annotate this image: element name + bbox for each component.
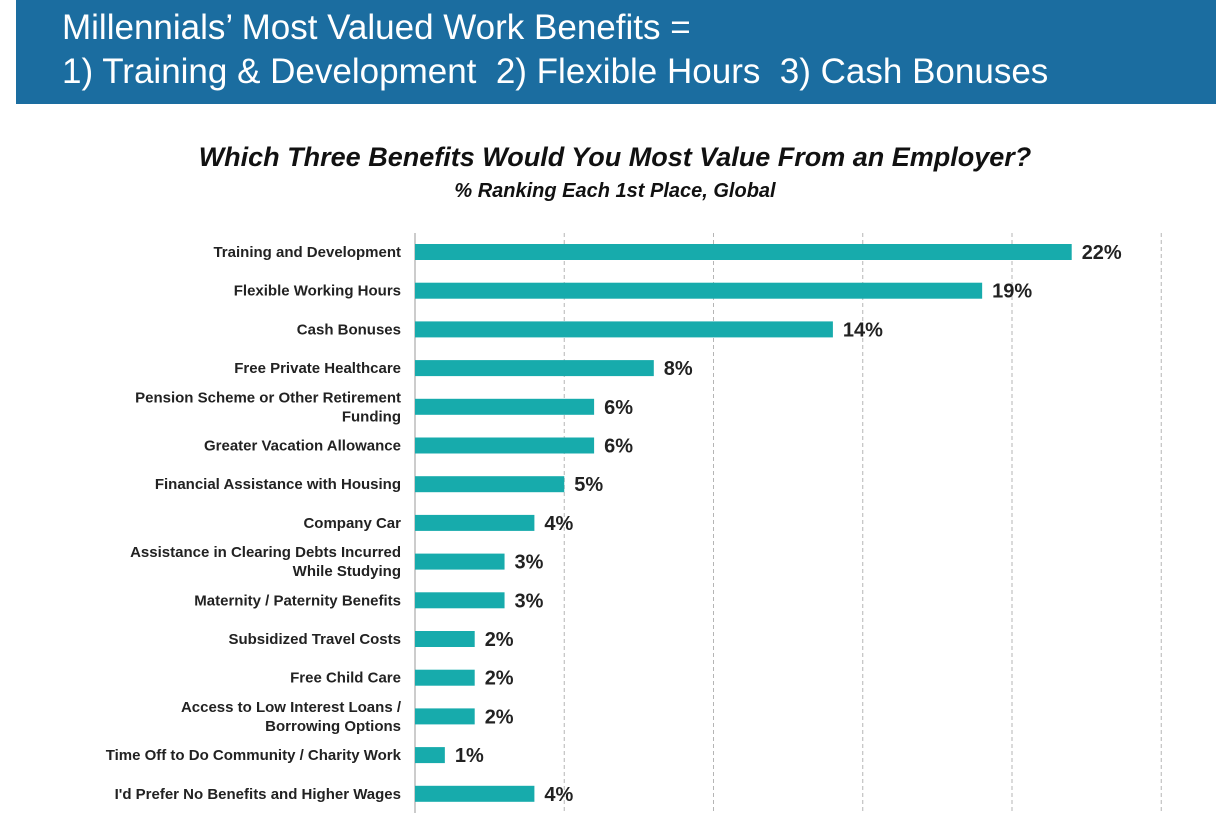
category-label: While Studying	[293, 563, 401, 580]
chart-category-labels: Training and Development Flexible Working…	[106, 244, 402, 803]
value-label: 4%	[544, 513, 573, 535]
category-label: I'd Prefer No Benefits and Higher Wages	[115, 786, 401, 803]
category-label: Maternity / Paternity Benefits	[194, 592, 401, 609]
bar	[415, 708, 475, 725]
chart-title: Which Three Benefits Would You Most Valu…	[198, 142, 1032, 172]
bar	[415, 282, 983, 299]
category-label: Borrowing Options	[265, 718, 401, 735]
value-label: 19%	[992, 281, 1032, 303]
banner-title-line-2: 1) Training & Development 2) Flexible Ho…	[62, 52, 1049, 91]
chart-bars	[415, 244, 1072, 802]
chart-subtitle: % Ranking Each 1st Place, Global	[454, 180, 776, 202]
bar	[415, 398, 595, 415]
category-label: Assistance in Clearing Debts Incurred	[130, 544, 401, 561]
category-label: Pension Scheme or Other Retirement	[135, 389, 401, 406]
category-label: Free Private Healthcare	[234, 360, 401, 377]
category-label: Funding	[342, 408, 401, 425]
category-label: Flexible Working Hours	[234, 283, 401, 300]
bar	[415, 244, 1072, 260]
value-label: 6%	[604, 436, 633, 458]
chart-value-labels: 22%19%14%8%6%6%5%4%3%3%2%2%2%1%4%	[455, 242, 1122, 806]
value-label: 22%	[1082, 242, 1122, 264]
category-label: Free Child Care	[290, 670, 401, 687]
value-label: 2%	[485, 706, 514, 728]
bar	[415, 360, 654, 377]
bar	[415, 437, 595, 454]
value-label: 3%	[515, 590, 544, 612]
category-label: Greater Vacation Allowance	[204, 438, 401, 455]
bar	[415, 669, 475, 686]
category-label: Access to Low Interest Loans /	[181, 699, 402, 716]
bar	[415, 321, 833, 338]
bar	[415, 476, 565, 493]
category-label: Company Car	[303, 515, 401, 532]
bar	[415, 553, 505, 570]
value-label: 8%	[664, 358, 693, 380]
value-label: 2%	[485, 668, 514, 690]
category-label: Financial Assistance with Housing	[155, 476, 401, 493]
category-label: Time Off to Do Community / Charity Work	[106, 747, 402, 764]
bar	[415, 631, 475, 647]
category-label: Training and Development	[213, 244, 401, 261]
value-label: 1%	[455, 745, 484, 767]
banner-title-line-1: Millennials’ Most Valued Work Benefits =	[62, 8, 691, 47]
bar	[415, 592, 505, 609]
bar	[415, 514, 535, 531]
value-label: 2%	[485, 629, 514, 651]
value-label: 5%	[574, 474, 603, 496]
value-label: 14%	[843, 319, 883, 341]
header-banner: Millennials’ Most Valued Work Benefits =…	[16, 0, 1216, 104]
bar	[415, 747, 445, 764]
value-label: 6%	[604, 397, 633, 419]
category-label: Cash Bonuses	[297, 321, 401, 338]
value-label: 3%	[515, 552, 544, 574]
bar	[415, 785, 535, 802]
value-label: 4%	[544, 784, 573, 806]
category-label: Subsidized Travel Costs	[228, 631, 401, 648]
